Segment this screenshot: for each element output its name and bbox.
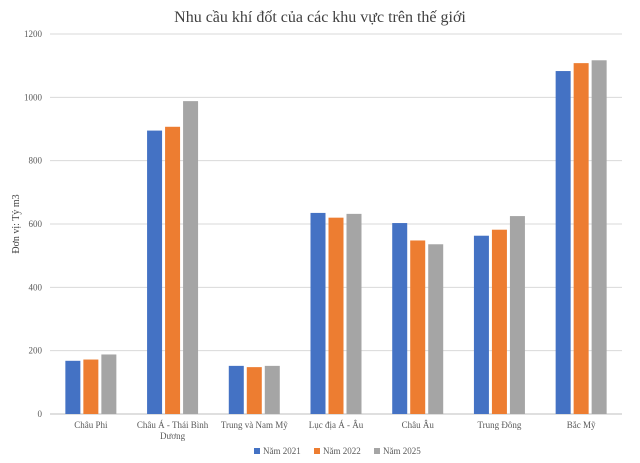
x-category-label: Trung Đông xyxy=(477,420,521,430)
bar xyxy=(410,240,426,414)
bar xyxy=(183,101,199,414)
bar xyxy=(573,63,589,415)
bar xyxy=(246,367,262,414)
bar xyxy=(555,71,571,415)
x-category-label: Bắc Mỹ xyxy=(567,420,596,430)
bar xyxy=(83,359,99,414)
bar xyxy=(473,235,489,414)
bar xyxy=(392,223,408,414)
x-category-label: Lục địa Á - Âu xyxy=(309,420,364,430)
legend-swatch xyxy=(314,448,320,454)
legend: Năm 2021 Năm 2022 Năm 2025 xyxy=(254,446,421,456)
bar xyxy=(65,360,81,414)
bar xyxy=(491,229,507,414)
chart-title: Nhu cầu khí đốt của các khu vực trên thế… xyxy=(174,9,466,26)
y-tick-label: 800 xyxy=(29,156,43,166)
x-category-label: Châu Phi xyxy=(74,420,108,430)
y-tick-label: 0 xyxy=(38,409,43,419)
legend-label: Năm 2022 xyxy=(323,446,361,456)
legend-swatch xyxy=(374,448,380,454)
bar xyxy=(147,130,163,415)
legend-swatch xyxy=(254,448,260,454)
y-axis-ticks: 0 200 400 600 800 1000 1200 xyxy=(24,29,43,419)
y-tick-label: 200 xyxy=(29,346,43,356)
x-category-label: Trung và Nam Mỹ xyxy=(221,420,288,430)
x-axis-categories: Châu Phi Châu Á - Thái Bình Dương Trung và … xyxy=(74,420,596,441)
y-tick-label: 600 xyxy=(29,219,43,229)
x-category-label: Châu Âu xyxy=(402,420,435,430)
bar xyxy=(591,60,607,415)
y-axis-label: Đơn vị: Tỷ m3 xyxy=(11,194,22,253)
bar xyxy=(264,365,280,414)
bar xyxy=(228,365,244,414)
legend-label: Năm 2025 xyxy=(383,446,421,456)
bar xyxy=(509,216,525,414)
bars xyxy=(65,60,607,415)
y-tick-label: 1000 xyxy=(24,92,43,102)
bar xyxy=(346,213,362,414)
bar xyxy=(165,126,181,415)
y-tick-label: 400 xyxy=(29,282,43,292)
bar xyxy=(310,212,326,414)
bar xyxy=(328,217,344,414)
legend-label: Năm 2021 xyxy=(263,446,301,456)
bar xyxy=(428,244,444,414)
y-tick-label: 1200 xyxy=(24,29,43,39)
bar xyxy=(101,354,117,414)
x-category-label: Châu Á - Thái Bình Dương xyxy=(137,420,209,441)
